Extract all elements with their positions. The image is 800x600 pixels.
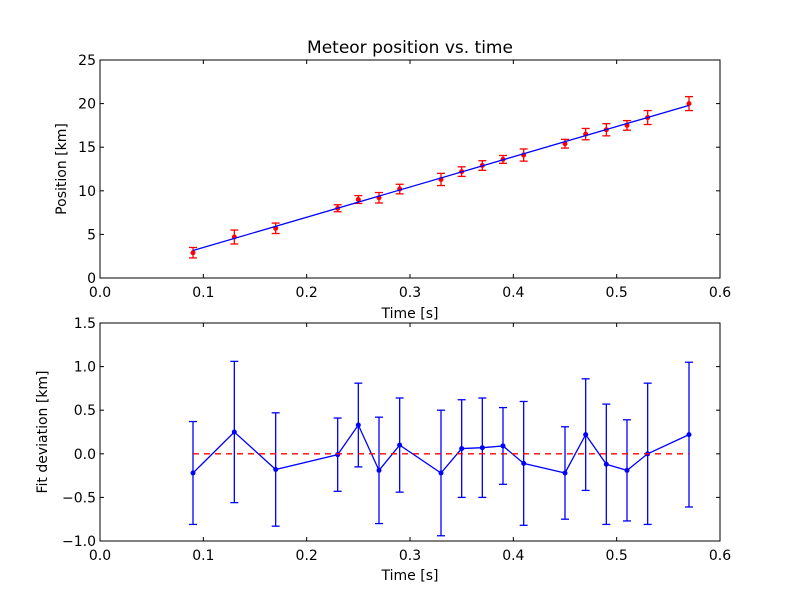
plot-title: Meteor position vs. time	[307, 38, 513, 58]
x-axis-label: Time [s]	[381, 568, 439, 584]
data-point	[355, 422, 361, 428]
fit-line	[192, 104, 690, 252]
data-point	[190, 470, 196, 476]
y-tick-label: 5	[87, 227, 96, 243]
x-tick-label: 0.4	[502, 285, 524, 301]
data-point	[686, 432, 692, 438]
x-tick-label: 0.2	[296, 285, 318, 301]
x-tick-label: 0.6	[709, 285, 731, 301]
y-axis-label: Fit deviation [km]	[35, 370, 51, 493]
data-point	[459, 446, 465, 452]
data-point	[583, 432, 589, 438]
x-tick-label: 0.2	[296, 548, 318, 564]
x-tick-label: 0.5	[606, 285, 628, 301]
data-point	[521, 460, 527, 466]
y-tick-label: 1.5	[74, 316, 96, 332]
position-plot: Meteor position vs. time Position [km] T…	[54, 38, 731, 322]
data-point	[335, 452, 341, 458]
data-point	[479, 445, 485, 451]
data-point	[397, 442, 403, 448]
y-tick-label: 1.0	[74, 360, 96, 376]
x-tick-label: 0.1	[192, 285, 214, 301]
x-tick-label: 0.0	[89, 548, 111, 564]
data-point	[562, 470, 568, 476]
x-axis-label: Time [s]	[381, 306, 439, 322]
x-tick-label: 0.1	[192, 548, 214, 564]
x-tick-label: 0.5	[606, 548, 628, 564]
data-point	[231, 429, 237, 435]
x-tick-label: 0.3	[399, 548, 421, 564]
data-point	[190, 250, 196, 256]
y-tick-label: −0.5	[62, 490, 96, 506]
residual-line	[192, 423, 690, 474]
data-point	[603, 461, 609, 467]
y-tick-label: 0	[87, 271, 96, 287]
data-point	[355, 197, 361, 203]
y-tick-label: 25	[78, 53, 96, 69]
x-tick-label: 0.3	[399, 285, 421, 301]
data-point	[438, 470, 444, 476]
data-point	[500, 443, 506, 449]
data-point	[376, 467, 382, 473]
y-axis-label: Position [km]	[54, 123, 70, 215]
data-point	[686, 101, 692, 107]
y-tick-label: 0.0	[74, 447, 96, 463]
y-tick-label: 0.5	[74, 403, 96, 419]
y-tick-label: 10	[78, 184, 96, 200]
x-tick-label: 0.0	[89, 285, 111, 301]
y-tick-label: 15	[78, 140, 96, 156]
y-tick-label: −1.0	[62, 534, 96, 550]
deviation-plot: Fit deviation [km] Time [s] 0.0 0.1 0.2 0.3…	[35, 316, 731, 584]
data-point	[624, 467, 630, 473]
x-tick-label: 0.4	[502, 548, 524, 564]
data-point	[273, 466, 279, 472]
plot-frame	[99, 59, 721, 279]
x-tick-label: 0.6	[709, 548, 731, 564]
y-tick-label: 20	[78, 97, 96, 113]
